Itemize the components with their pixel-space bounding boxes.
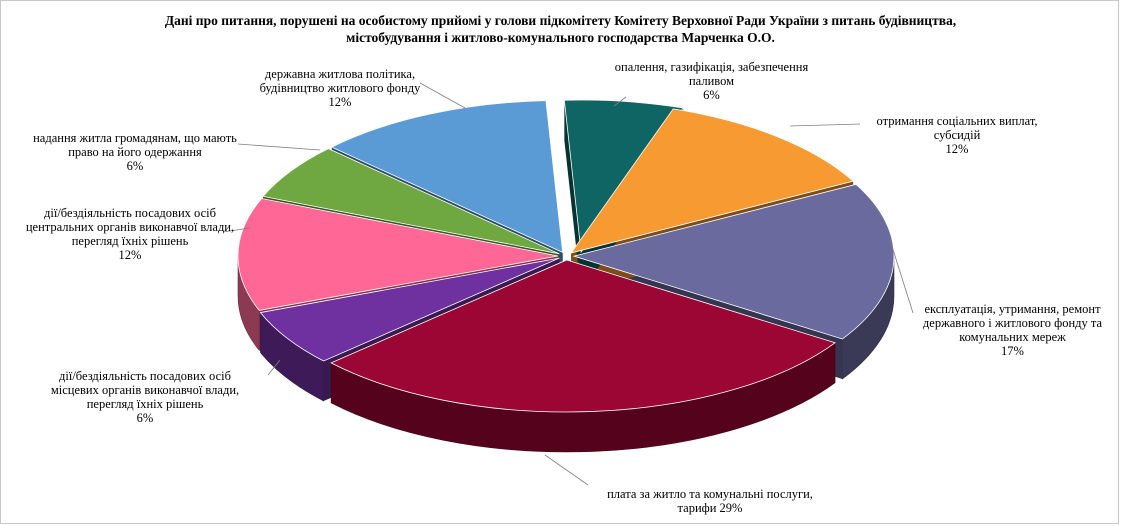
slice-label-7-line-3: 6% bbox=[126, 159, 144, 173]
slice-label-3-line-1: експлуатація, утримання, ремонт bbox=[924, 302, 1101, 316]
pie-top-faces bbox=[237, 99, 895, 413]
slice-label-6-line-3: перегляд їхніх рішень bbox=[71, 234, 189, 248]
pie-slice-5 bbox=[259, 257, 560, 362]
leader-line-3 bbox=[889, 239, 914, 314]
slice-label-1: опалення, газифікація, забезпечення палив… bbox=[604, 60, 819, 102]
chart-title-line-2: містобудування і житлово-комунального го… bbox=[346, 30, 775, 45]
slice-label-8-line-2: будівництво житлового фонду bbox=[259, 81, 421, 95]
slice-label-5-line-2: місцевих органів виконавчої влади, bbox=[50, 383, 240, 397]
slice-label-3-line-3: комунальних мереж bbox=[959, 330, 1066, 344]
pie-slice-6 bbox=[237, 198, 559, 311]
slice-label-5: дії/бездіяльність посадових осіб місцевих… bbox=[10, 369, 280, 425]
chart-title-line-1: Дані про питання, порушені на особистому… bbox=[164, 13, 957, 28]
slice-label-3-line-4: 17% bbox=[1001, 344, 1024, 358]
slice-label-7: надання житла громадянам, що мають право … bbox=[0, 131, 270, 173]
slice-label-4-line-2: тарифи 29% bbox=[677, 501, 743, 515]
leader-line-2 bbox=[789, 123, 861, 127]
pie-slice-3 bbox=[572, 183, 895, 340]
slice-label-8-line-3: 12% bbox=[328, 95, 352, 109]
leader-line-1 bbox=[613, 96, 627, 107]
pie-slice-4 bbox=[330, 259, 836, 413]
slice-label-7-line-2: право на його одержання bbox=[68, 145, 202, 159]
slice-label-3: експлуатація, утримання, ремонт державног… bbox=[905, 302, 1120, 358]
slice-label-3-line-2: державного і житлового фонду та bbox=[922, 316, 1103, 330]
slice-label-2: отримання соціальних виплат, субсидій 12% bbox=[872, 114, 1042, 156]
slice-label-6: дії/бездіяльність посадових осіб централь… bbox=[0, 206, 260, 262]
slice-label-4-line-1: плата за житло та комунальні послуги, bbox=[607, 487, 813, 501]
slice-label-1-line-3: 6% bbox=[703, 88, 720, 102]
pie-slice-8 bbox=[330, 100, 564, 254]
slice-label-5-line-4: 6% bbox=[136, 411, 154, 425]
pie-slice-7 bbox=[262, 148, 560, 255]
slice-label-8: державна житлова політика, будівництво жи… bbox=[230, 67, 450, 109]
chart-title: Дані про питання, порушені на особистому… bbox=[0, 12, 1121, 46]
slice-label-2-line-2: субсидій bbox=[933, 128, 981, 142]
leader-line-6 bbox=[222, 227, 251, 233]
slice-label-5-line-3: перегляд їхніх рішень bbox=[86, 397, 204, 411]
leader-line-5 bbox=[267, 359, 281, 376]
slice-label-1-line-2: паливом bbox=[688, 74, 734, 88]
leader-line-8 bbox=[419, 82, 466, 109]
slice-label-5-line-1: дії/бездіяльність посадових осіб bbox=[59, 369, 231, 383]
slice-label-6-line-2: центральних органів виконавчої влади, bbox=[25, 220, 235, 234]
slice-label-2-line-1: отримання соціальних виплат, bbox=[876, 114, 1038, 128]
pie-slice-2 bbox=[570, 108, 855, 254]
slice-label-4: плата за житло та комунальні послуги, тар… bbox=[575, 487, 845, 515]
leader-line-4 bbox=[544, 454, 589, 486]
pie-slice-cut-1-0 bbox=[564, 100, 582, 293]
slice-label-7-line-1: надання житла громадянам, що мають bbox=[33, 131, 237, 145]
slice-label-2-line-3: 12% bbox=[945, 142, 969, 156]
leader-line-7 bbox=[237, 143, 321, 151]
leader-lines bbox=[222, 82, 914, 486]
slice-label-6-line-1: дії/бездіяльність посадових осіб bbox=[44, 206, 216, 220]
slice-label-8-line-1: державна житлова політика, bbox=[264, 67, 416, 81]
slice-label-6-line-4: 12% bbox=[118, 248, 142, 262]
slice-label-1-line-1: опалення, газифікація, забезпечення bbox=[614, 60, 809, 74]
